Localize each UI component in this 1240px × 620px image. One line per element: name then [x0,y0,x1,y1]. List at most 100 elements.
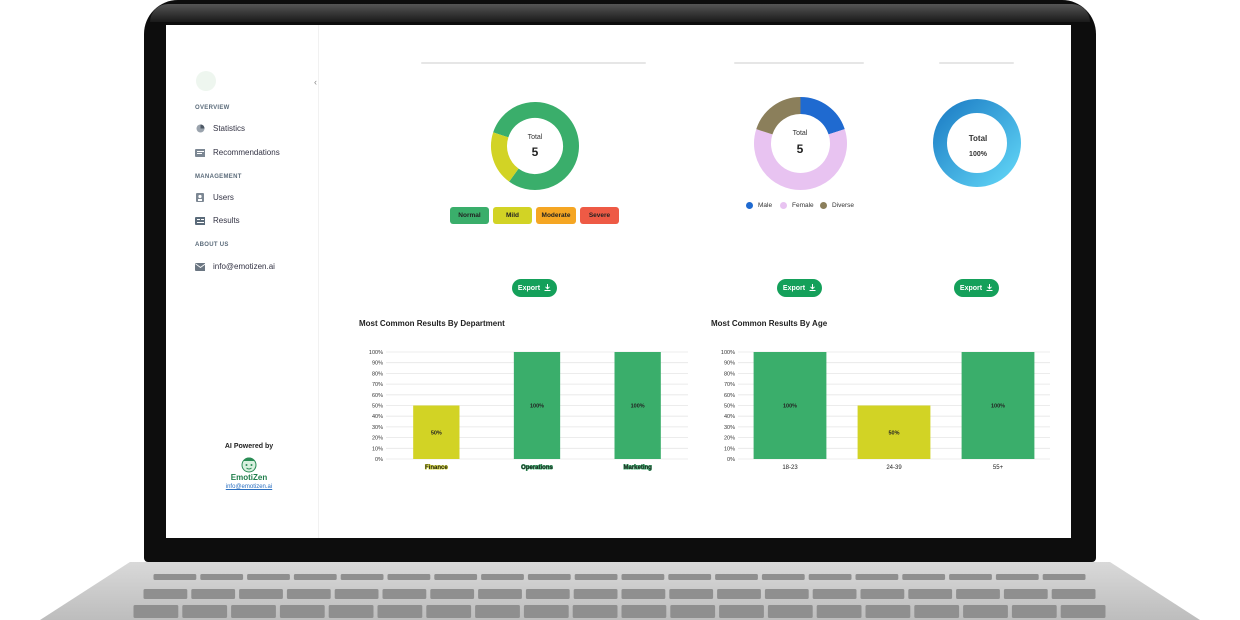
download-icon [544,283,551,293]
filter-pill-normal[interactable]: Normal [450,207,489,224]
laptop-screen: ‹ OVERVIEW Statistics Recommendations MA… [166,25,1071,538]
sidebar-item-results[interactable]: Results [195,216,240,225]
legend-diverse: Diverse [820,202,854,209]
bar-55+[interactable] [961,352,1035,459]
brand-email-link[interactable]: info@emotizen.ai [225,484,273,490]
legend-label: Male [758,202,773,209]
sidebar: ‹ OVERVIEW Statistics Recommendations MA… [166,25,319,538]
y-tick-label: 10% [724,446,735,452]
keyboard-key [670,605,716,618]
donut-segment-mild [491,132,519,182]
bar-operations[interactable] [513,352,561,459]
keyboard-key [956,589,1000,599]
filter-pill-moderate[interactable]: Moderate [536,207,576,224]
keyboard-key [182,605,228,618]
export-button[interactable]: Export [777,279,822,297]
sidebar-section-management: MANAGEMENT [195,174,242,180]
download-icon [809,283,816,293]
keyboard-key [1011,605,1057,618]
laptop-bezel-highlight [150,4,1090,22]
sidebar-item-label: Statistics [213,124,246,133]
keyboard-key [231,605,276,618]
y-tick-label: 70% [372,382,383,388]
keyboard-key [767,605,813,618]
keyboard-key [621,605,667,618]
total-donut-chart [933,99,1021,187]
results-icon [195,216,205,225]
keyboard-key [715,574,758,580]
keyboard-key [573,589,618,599]
keyboard-key [481,574,524,580]
x-tick-label: Finance [425,465,448,471]
keyboard-key [430,589,475,599]
donut-total-label: Total [968,134,988,143]
keyboard-key [191,589,236,599]
filter-pill-severe[interactable]: Severe [580,207,619,224]
donut-segment-female [754,129,847,190]
legend-swatch [780,202,787,209]
keyboard-key [574,574,618,580]
keyboard-key [377,605,423,618]
keyboard-key [247,574,290,580]
keyboard-key [387,574,431,580]
keyboard-key [525,589,570,599]
sidebar-section-overview: OVERVIEW [195,105,230,111]
sidebar-item-label: info@emotizen.ai [213,262,275,271]
sidebar-item-statistics[interactable]: Statistics [195,124,245,133]
keyboard-key [523,605,569,618]
export-button[interactable]: Export [512,279,557,297]
bar-marketing[interactable] [614,352,661,459]
user-icon [195,193,205,202]
legend-male: Male [746,202,772,209]
keyboard-key [475,605,520,618]
keyboard-key [527,574,571,580]
donut-total-label: Total [792,130,808,137]
chevron-left-icon[interactable]: ‹ [314,77,317,87]
donut-total-value: 100% [969,151,987,158]
sidebar-item-recommendations[interactable]: Recommendations [195,148,280,157]
card-header-line [939,62,1014,64]
keyboard-key [293,574,337,580]
keyboard-key [808,574,852,580]
y-tick-label: 10% [372,446,383,452]
legend-label: Diverse [832,202,855,209]
keyboard-key [426,605,472,618]
export-button[interactable]: Export [954,279,999,297]
sidebar-item-email[interactable]: info@emotizen.ai [195,262,275,271]
keyboard-key [860,589,905,599]
keyboard-key [816,605,862,618]
y-tick-label: 80% [372,371,383,377]
recommendations-icon [195,148,205,157]
y-tick-label: 20% [724,436,735,442]
keyboard-key [949,574,992,580]
keyboard-key [153,574,197,580]
sidebar-item-users[interactable]: Users [195,193,234,202]
donut-total-label: Total [527,134,543,141]
keyboard-key [143,589,188,599]
y-tick-label: 100% [721,350,735,356]
keyboard-key [621,574,665,580]
keyboard-key [340,574,384,580]
y-tick-label: 40% [724,414,735,420]
sidebar-section-about: ABOUT US [195,242,229,248]
keyboard-key [668,574,712,580]
keyboard-key [478,589,522,599]
app-logo [196,71,216,91]
keyboard-key [764,589,809,599]
keyboard-key [963,605,1008,618]
keyboard-key [669,589,714,599]
filter-pill-mild[interactable]: Mild [493,207,532,224]
y-tick-label: 70% [724,382,735,388]
sidebar-item-label: Users [213,193,234,202]
brand-name: EmotiZen [230,473,268,482]
bar-data-label: 50% [888,430,899,436]
bar-24-39[interactable] [857,405,931,460]
y-tick-label: 30% [724,425,735,431]
keyboard-key [1042,574,1086,580]
legend-label: Female [792,202,814,209]
keyboard-key [902,574,946,580]
bar-18-23[interactable] [753,352,827,459]
keyboard-key [1051,589,1096,599]
legend-female: Female [780,202,814,209]
bar-finance[interactable] [413,405,460,460]
